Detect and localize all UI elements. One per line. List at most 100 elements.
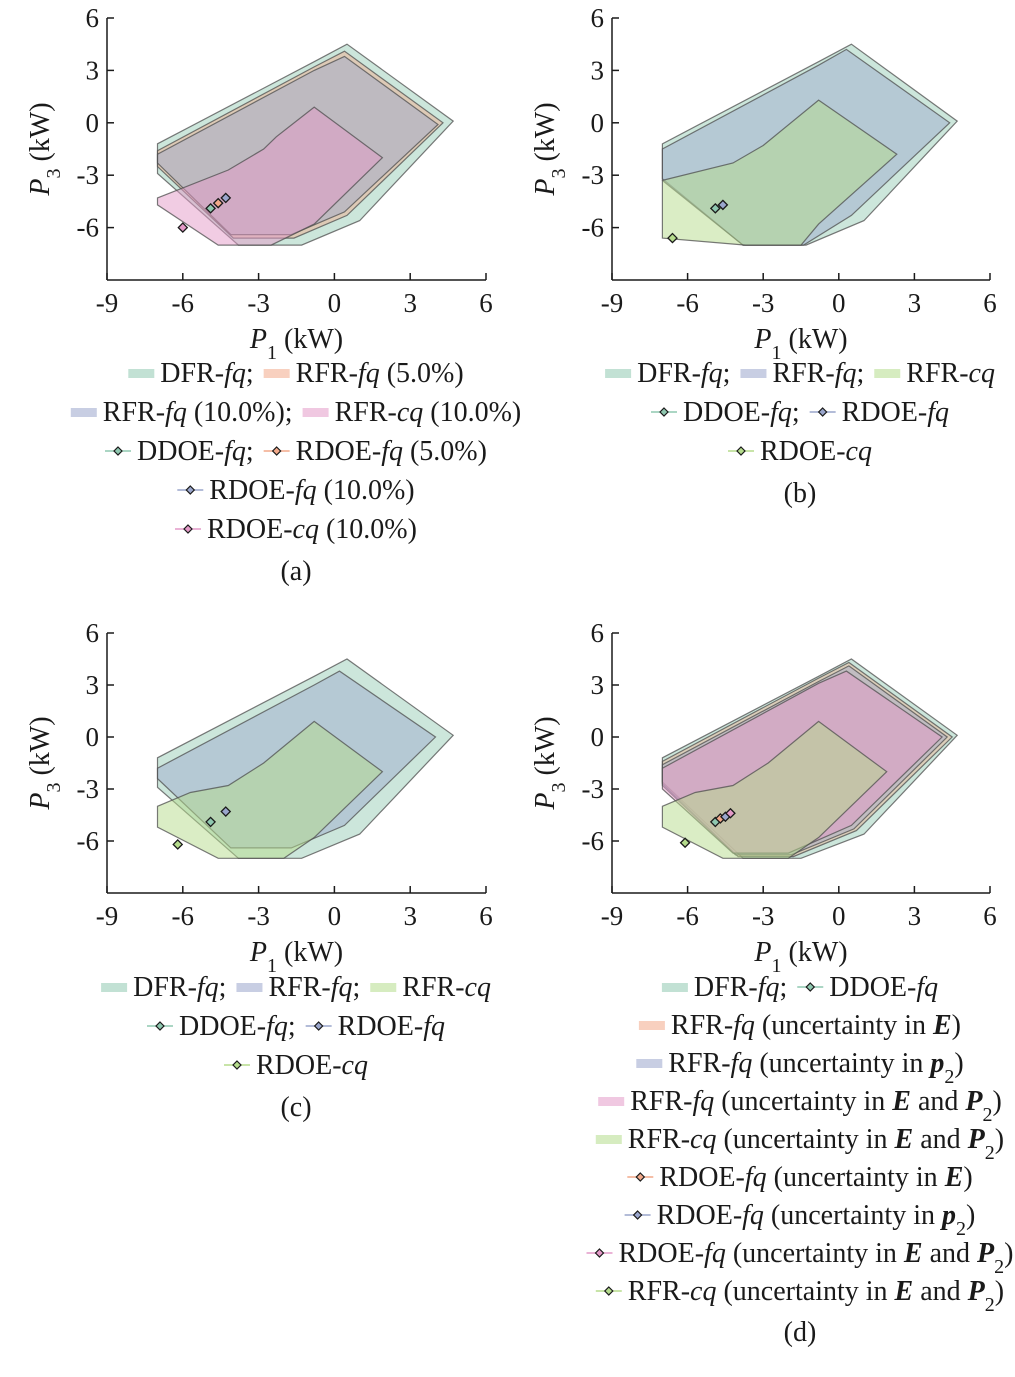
- x-tick-label-1: -6: [172, 288, 195, 318]
- legend-item: RDOE-fq: [305, 1011, 445, 1042]
- y-tick-label-1: 3: [86, 55, 100, 85]
- x-tick-label-3: 0: [832, 288, 846, 318]
- legend-item: RDOE-fq (uncertainty in E and P2): [586, 1238, 1014, 1278]
- legend-item: RFR-cq (10.0%): [302, 397, 522, 428]
- legend-item: RFR-cq: [874, 358, 995, 389]
- panel-label: (b): [784, 478, 817, 509]
- legend-label: RFR-cq (10.0%): [335, 397, 522, 428]
- legend-item: DFR-fq;: [101, 972, 226, 1003]
- marker-1: [212, 197, 224, 209]
- legend-marker-diamond: [817, 407, 828, 417]
- y-axis-label: P3 (kW): [530, 716, 570, 810]
- legend-swatch: [370, 983, 397, 992]
- legend-line-6: RDOE-fq (uncertainty in p2): [624, 1200, 976, 1240]
- legend-item: RDOE-fq (10.0%): [177, 475, 415, 506]
- legend-line-2: RDOE-cq: [728, 436, 872, 467]
- legend-marker-diamond: [271, 446, 282, 456]
- legend-line-2: RDOE-cq: [224, 1050, 368, 1081]
- legend-line-0: DFR-fq; RFR-fq; RFR-cq: [605, 358, 995, 389]
- legend-item: DDOE-fq;: [651, 397, 800, 428]
- x-axis-label: P1 (kW): [249, 324, 343, 364]
- x-tick-label-0: -9: [96, 901, 119, 931]
- legend-label: RDOE-fq (uncertainty in E): [659, 1162, 972, 1193]
- x-tick-label-4: 3: [908, 288, 922, 318]
- y-tick-label-3: -3: [77, 774, 100, 804]
- legend-marker-diamond: [113, 446, 123, 456]
- x-tick-label-3: 0: [832, 901, 846, 931]
- legend-label: DDOE-fq;: [137, 436, 254, 467]
- y-tick-label-3: -3: [77, 160, 100, 190]
- legend-item: RFR-fq (uncertainty in E and P2): [598, 1086, 1002, 1126]
- legend-item: RFR-fq (uncertainty in p2): [636, 1048, 964, 1088]
- legend-label: RFR-fq;: [268, 972, 360, 1003]
- x-tick-label-0: -9: [96, 288, 119, 318]
- x-tick-label-4: 3: [403, 288, 417, 318]
- legend-item: DDOE-fq: [797, 972, 938, 1003]
- marker-0: [205, 816, 217, 828]
- legend-marker-diamond: [805, 982, 816, 992]
- marker-3: [725, 807, 736, 819]
- panel-a: -9 -6 -3 0 3 6 6 3 0 -3 -6 P1 (kW) P3 (kW) DFR-fq; RFR…: [25, 3, 521, 587]
- panel-b: -9 -6 -3 0 3 6 6 3 0 -3 -6 P1 (kW) P3 (kW) DFR-fq; RFR…: [530, 3, 997, 509]
- x-tick-label-4: 3: [908, 901, 922, 931]
- x-tick-label-0: -9: [601, 288, 624, 318]
- legend-swatch: [636, 1059, 663, 1068]
- y-tick-label-4: -6: [77, 213, 100, 243]
- marker-1: [717, 199, 729, 211]
- legend-label: RDOE-fq (uncertainty in E and P2): [619, 1238, 1014, 1278]
- legend-label: DDOE-fq;: [683, 397, 800, 428]
- legend-item: DFR-fq;: [605, 358, 730, 389]
- legend-item: RFR-fq (5.0%): [263, 358, 464, 389]
- legend-label: RDOE-cq: [256, 1050, 368, 1081]
- legend-label: DFR-fq;: [637, 358, 730, 389]
- legend-swatch: [740, 369, 767, 378]
- legend-line-2: RFR-fq (uncertainty in p2): [636, 1048, 964, 1088]
- legend-swatch: [874, 369, 901, 378]
- legend-line-4: RFR-cq (uncertainty in E and P2): [595, 1124, 1004, 1164]
- legend-line-3: RDOE-fq (10.0%): [177, 475, 415, 506]
- marker-0: [709, 202, 721, 214]
- legend-item: RFR-fq (uncertainty in E): [638, 1010, 961, 1041]
- marker-2: [667, 232, 678, 244]
- legend-label: RDOE-fq (uncertainty in p2): [657, 1200, 976, 1240]
- y-tick-label-1: 3: [591, 670, 605, 700]
- legend-label: RDOE-cq: [760, 436, 872, 467]
- legend-label: RDOE-fq: [338, 1011, 445, 1042]
- legend-swatch: [101, 983, 128, 992]
- legend-line-1: DDOE-fq; RDOE-fq: [651, 397, 949, 428]
- legend-swatch: [595, 1135, 622, 1144]
- legend-marker-diamond: [185, 485, 196, 495]
- x-tick-label-0: -9: [601, 901, 624, 931]
- y-tick-label-4: -6: [582, 213, 605, 243]
- x-axis-label: P1 (kW): [249, 937, 343, 977]
- legend-label: DDOE-fq: [829, 972, 938, 1003]
- panel-label: (a): [280, 556, 311, 587]
- legend-label: DFR-fq;: [160, 358, 253, 389]
- legend-swatch: [70, 408, 97, 417]
- x-tick-label-2: -3: [247, 288, 270, 318]
- legend-item: DDOE-fq;: [105, 436, 254, 467]
- legend-swatch: [263, 369, 290, 378]
- legend-line-0: DFR-fq; RFR-fq (5.0%): [128, 358, 464, 389]
- y-tick-label-0: 6: [591, 618, 605, 648]
- x-tick-label-5: 6: [479, 288, 493, 318]
- region-2: [661, 99, 898, 246]
- panel-label: (d): [784, 1317, 817, 1348]
- x-tick-label-1: -6: [676, 288, 699, 318]
- y-tick-label-0: 6: [86, 618, 100, 648]
- legend-item: RFR-fq;: [236, 972, 360, 1003]
- y-tick-label-3: -3: [582, 160, 605, 190]
- x-tick-label-5: 6: [983, 288, 997, 318]
- legend-item: RDOE-fq: [809, 397, 949, 428]
- legend-marker-diamond: [313, 1021, 324, 1031]
- legend-marker-diamond: [232, 1060, 242, 1070]
- legend-line-1: RFR-fq (uncertainty in E): [638, 1010, 961, 1041]
- marker-0: [205, 202, 217, 214]
- x-tick-label-2: -3: [247, 901, 270, 931]
- y-axis-label: P3 (kW): [530, 102, 570, 196]
- legend-swatch: [605, 369, 632, 378]
- legend-label: DFR-fq;: [133, 972, 226, 1003]
- panel-label: (c): [280, 1092, 311, 1123]
- legend-label: DFR-fq;: [694, 972, 787, 1003]
- legend-label: RDOE-fq (10.0%): [209, 475, 414, 506]
